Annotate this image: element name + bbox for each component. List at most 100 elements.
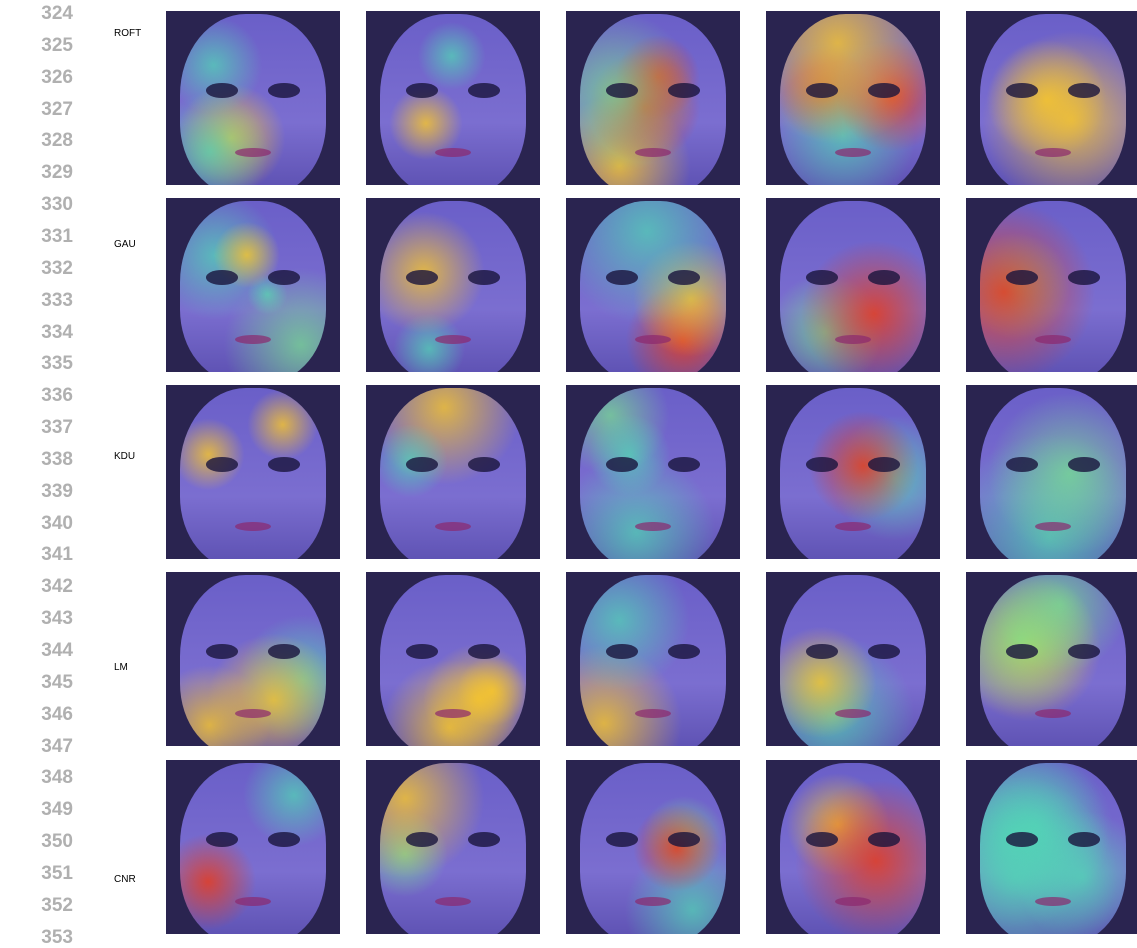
eye — [868, 644, 900, 658]
face — [980, 763, 1126, 934]
eye — [468, 270, 500, 284]
eye — [806, 270, 838, 284]
mouth — [635, 897, 670, 906]
eye — [668, 457, 700, 471]
line-number: 340 — [0, 514, 73, 534]
line-number: 342 — [0, 577, 73, 597]
eye — [1068, 644, 1100, 658]
face — [580, 201, 726, 372]
mouth — [635, 335, 670, 344]
mouth — [1035, 522, 1070, 531]
face — [180, 763, 326, 934]
heatmap-image — [566, 760, 740, 934]
eye — [606, 832, 638, 846]
eye — [268, 832, 300, 846]
eye — [806, 83, 838, 97]
eye — [206, 83, 238, 97]
line-number: 325 — [0, 36, 73, 56]
eye — [406, 832, 438, 846]
eye — [406, 270, 438, 284]
line-number: 348 — [0, 768, 73, 788]
eye — [806, 832, 838, 846]
heatmap-image — [566, 572, 740, 746]
mouth — [835, 335, 870, 344]
mouth — [635, 148, 670, 157]
row-label: LM — [114, 662, 128, 674]
eye — [468, 457, 500, 471]
heatmap-image — [366, 11, 540, 185]
face — [980, 575, 1126, 746]
face — [780, 14, 926, 185]
eye — [868, 270, 900, 284]
line-number: 333 — [0, 291, 73, 311]
face — [980, 14, 1126, 185]
mouth — [435, 897, 470, 906]
mouth — [635, 709, 670, 718]
line-number: 331 — [0, 227, 73, 247]
face — [180, 14, 326, 185]
face — [780, 763, 926, 934]
line-number: 353 — [0, 928, 73, 948]
eye — [206, 832, 238, 846]
row-label: ROFT — [114, 28, 141, 40]
heatmap-image — [766, 198, 940, 372]
eye — [268, 270, 300, 284]
line-number: 335 — [0, 354, 73, 374]
mouth — [435, 335, 470, 344]
eye — [268, 83, 300, 97]
eye — [806, 457, 838, 471]
eye — [206, 270, 238, 284]
mouth — [835, 148, 870, 157]
eye — [406, 644, 438, 658]
eye — [1068, 832, 1100, 846]
face — [380, 201, 526, 372]
eye — [668, 83, 700, 97]
mouth — [1035, 897, 1070, 906]
mouth — [435, 709, 470, 718]
eye — [668, 832, 700, 846]
mouth — [835, 709, 870, 718]
line-number: 328 — [0, 131, 73, 151]
heatmap-image — [766, 572, 940, 746]
eye — [1068, 83, 1100, 97]
heatmap-image — [166, 11, 340, 185]
heatmap-image — [366, 198, 540, 372]
eye — [868, 832, 900, 846]
row-label: KDU — [114, 451, 135, 463]
face — [580, 763, 726, 934]
face — [780, 575, 926, 746]
face — [580, 575, 726, 746]
eye — [806, 644, 838, 658]
mouth — [435, 148, 470, 157]
heatmap-image — [166, 198, 340, 372]
eye — [1006, 270, 1038, 284]
heatmap-image — [166, 385, 340, 559]
face — [380, 388, 526, 559]
eye — [206, 457, 238, 471]
eye — [1006, 644, 1038, 658]
face — [980, 201, 1126, 372]
line-number: 350 — [0, 832, 73, 852]
eye — [468, 832, 500, 846]
eye — [406, 457, 438, 471]
mouth — [235, 522, 270, 531]
row-label: CNR — [114, 874, 136, 886]
eye — [668, 644, 700, 658]
line-number: 332 — [0, 259, 73, 279]
heatmap-image — [366, 760, 540, 934]
heatmap-image — [766, 11, 940, 185]
eye — [1068, 457, 1100, 471]
eye — [1068, 270, 1100, 284]
heatmap-image — [566, 385, 740, 559]
line-number: 337 — [0, 418, 73, 438]
eye — [606, 644, 638, 658]
heatmap-image — [566, 198, 740, 372]
mouth — [235, 148, 270, 157]
heatmap-image — [166, 760, 340, 934]
eye — [1006, 83, 1038, 97]
eye — [606, 270, 638, 284]
line-number: 349 — [0, 800, 73, 820]
eye — [668, 270, 700, 284]
line-number: 345 — [0, 673, 73, 693]
line-number: 334 — [0, 323, 73, 343]
